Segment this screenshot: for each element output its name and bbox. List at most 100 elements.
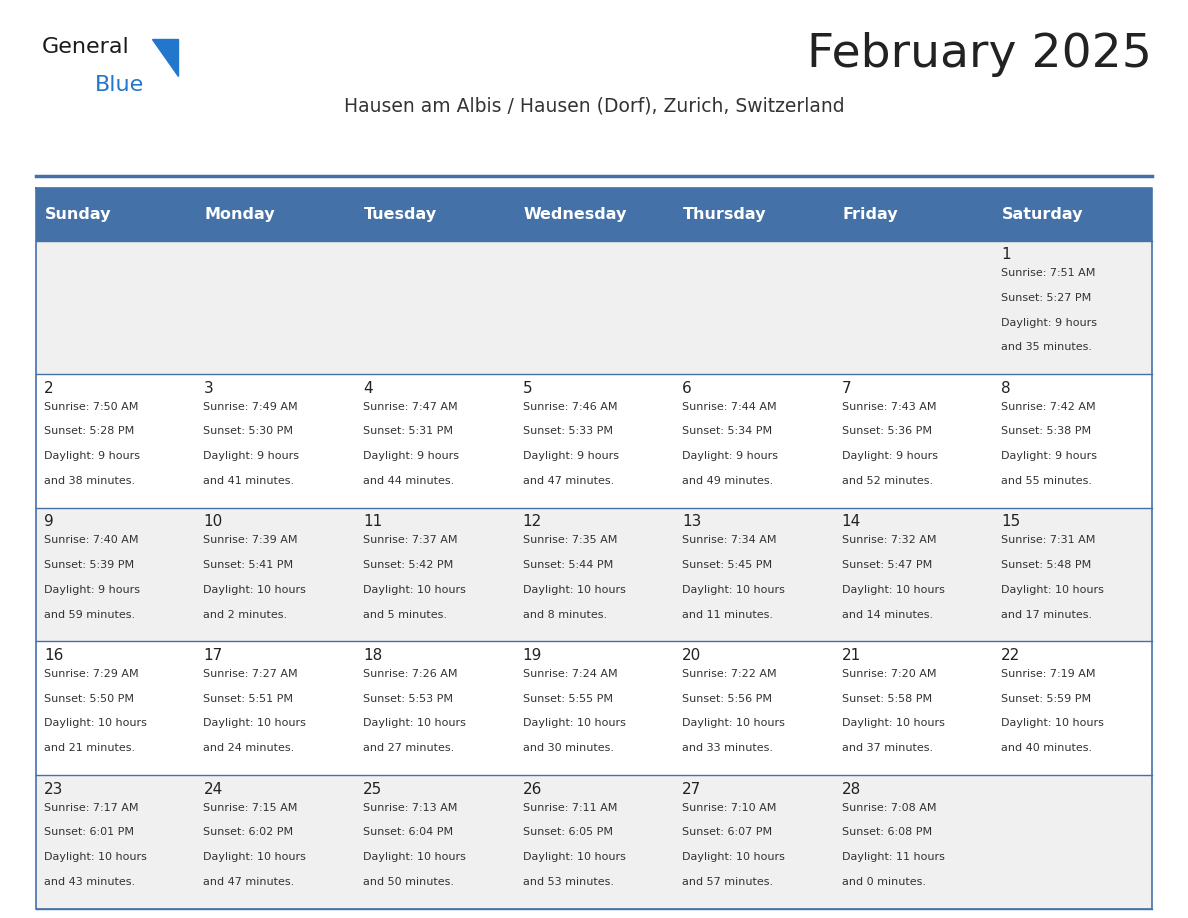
FancyBboxPatch shape (833, 508, 993, 642)
Text: Daylight: 10 hours: Daylight: 10 hours (682, 852, 785, 862)
Text: and 14 minutes.: and 14 minutes. (841, 610, 933, 620)
Text: Daylight: 10 hours: Daylight: 10 hours (841, 719, 944, 729)
Text: Sunrise: 7:32 AM: Sunrise: 7:32 AM (841, 535, 936, 545)
Text: Daylight: 10 hours: Daylight: 10 hours (523, 719, 625, 729)
Text: Daylight: 10 hours: Daylight: 10 hours (682, 585, 785, 595)
Text: and 21 minutes.: and 21 minutes. (44, 744, 135, 754)
Text: Daylight: 9 hours: Daylight: 9 hours (364, 451, 459, 461)
Text: 11: 11 (364, 514, 383, 530)
Text: Daylight: 10 hours: Daylight: 10 hours (44, 719, 147, 729)
Text: and 57 minutes.: and 57 minutes. (682, 877, 773, 887)
FancyBboxPatch shape (993, 188, 1152, 241)
Text: Daylight: 10 hours: Daylight: 10 hours (44, 852, 147, 862)
FancyBboxPatch shape (674, 508, 833, 642)
FancyBboxPatch shape (36, 642, 195, 775)
Text: and 33 minutes.: and 33 minutes. (682, 744, 773, 754)
Text: Sunrise: 7:08 AM: Sunrise: 7:08 AM (841, 802, 936, 812)
Text: Daylight: 9 hours: Daylight: 9 hours (44, 585, 140, 595)
Text: Sunset: 5:41 PM: Sunset: 5:41 PM (203, 560, 293, 570)
Text: Wednesday: Wednesday (524, 207, 627, 222)
FancyBboxPatch shape (36, 241, 195, 375)
Text: Sunset: 5:27 PM: Sunset: 5:27 PM (1001, 293, 1092, 303)
Text: and 37 minutes.: and 37 minutes. (841, 744, 933, 754)
Text: 6: 6 (682, 381, 691, 396)
Text: Thursday: Thursday (683, 207, 766, 222)
Text: and 11 minutes.: and 11 minutes. (682, 610, 773, 620)
Text: Hausen am Albis / Hausen (Dorf), Zurich, Switzerland: Hausen am Albis / Hausen (Dorf), Zurich,… (343, 96, 845, 116)
Text: Sunrise: 7:37 AM: Sunrise: 7:37 AM (364, 535, 457, 545)
Text: and 40 minutes.: and 40 minutes. (1001, 744, 1092, 754)
Text: Sunrise: 7:17 AM: Sunrise: 7:17 AM (44, 802, 139, 812)
Polygon shape (152, 39, 178, 76)
Text: 22: 22 (1001, 648, 1020, 663)
Text: Sunrise: 7:26 AM: Sunrise: 7:26 AM (364, 669, 457, 679)
Text: and 24 minutes.: and 24 minutes. (203, 744, 295, 754)
FancyBboxPatch shape (833, 775, 993, 909)
Text: Daylight: 10 hours: Daylight: 10 hours (203, 585, 307, 595)
Text: 16: 16 (44, 648, 63, 663)
Text: Sunrise: 7:39 AM: Sunrise: 7:39 AM (203, 535, 298, 545)
Text: and 47 minutes.: and 47 minutes. (523, 476, 614, 486)
Text: Sunset: 6:04 PM: Sunset: 6:04 PM (364, 827, 453, 837)
FancyBboxPatch shape (36, 375, 195, 508)
FancyBboxPatch shape (833, 375, 993, 508)
Text: and 0 minutes.: and 0 minutes. (841, 877, 925, 887)
Text: Sunset: 6:01 PM: Sunset: 6:01 PM (44, 827, 134, 837)
Text: and 50 minutes.: and 50 minutes. (364, 877, 454, 887)
Text: Sunset: 5:31 PM: Sunset: 5:31 PM (364, 427, 453, 436)
Text: and 41 minutes.: and 41 minutes. (203, 476, 295, 486)
Text: Sunset: 5:58 PM: Sunset: 5:58 PM (841, 694, 931, 704)
FancyBboxPatch shape (993, 508, 1152, 642)
Text: 15: 15 (1001, 514, 1020, 530)
Text: Sunrise: 7:10 AM: Sunrise: 7:10 AM (682, 802, 777, 812)
Text: and 55 minutes.: and 55 minutes. (1001, 476, 1092, 486)
Text: Sunset: 5:48 PM: Sunset: 5:48 PM (1001, 560, 1092, 570)
Text: Sunset: 5:50 PM: Sunset: 5:50 PM (44, 694, 134, 704)
Text: and 27 minutes.: and 27 minutes. (364, 744, 454, 754)
Text: and 38 minutes.: and 38 minutes. (44, 476, 135, 486)
Text: Sunset: 5:59 PM: Sunset: 5:59 PM (1001, 694, 1092, 704)
FancyBboxPatch shape (36, 188, 195, 241)
Text: Sunset: 5:55 PM: Sunset: 5:55 PM (523, 694, 613, 704)
Text: Sunrise: 7:44 AM: Sunrise: 7:44 AM (682, 402, 777, 411)
FancyBboxPatch shape (514, 508, 674, 642)
FancyBboxPatch shape (355, 375, 514, 508)
Text: Sunrise: 7:47 AM: Sunrise: 7:47 AM (364, 402, 457, 411)
FancyBboxPatch shape (36, 775, 195, 909)
FancyBboxPatch shape (195, 241, 355, 375)
FancyBboxPatch shape (674, 642, 833, 775)
Text: Sunset: 5:36 PM: Sunset: 5:36 PM (841, 427, 931, 436)
FancyBboxPatch shape (833, 241, 993, 375)
Text: Daylight: 10 hours: Daylight: 10 hours (364, 852, 466, 862)
Text: Monday: Monday (204, 207, 276, 222)
Text: Daylight: 9 hours: Daylight: 9 hours (1001, 451, 1098, 461)
Text: Sunrise: 7:19 AM: Sunrise: 7:19 AM (1001, 669, 1095, 679)
Text: and 47 minutes.: and 47 minutes. (203, 877, 295, 887)
Text: 1: 1 (1001, 247, 1011, 262)
Text: Sunset: 5:39 PM: Sunset: 5:39 PM (44, 560, 134, 570)
Text: 8: 8 (1001, 381, 1011, 396)
Text: Daylight: 9 hours: Daylight: 9 hours (44, 451, 140, 461)
FancyBboxPatch shape (514, 642, 674, 775)
FancyBboxPatch shape (195, 375, 355, 508)
Text: 21: 21 (841, 648, 861, 663)
Text: Sunrise: 7:11 AM: Sunrise: 7:11 AM (523, 802, 617, 812)
Text: and 49 minutes.: and 49 minutes. (682, 476, 773, 486)
Text: 9: 9 (44, 514, 53, 530)
Text: and 8 minutes.: and 8 minutes. (523, 610, 607, 620)
Text: Sunrise: 7:27 AM: Sunrise: 7:27 AM (203, 669, 298, 679)
Text: Daylight: 9 hours: Daylight: 9 hours (203, 451, 299, 461)
FancyBboxPatch shape (355, 508, 514, 642)
FancyBboxPatch shape (36, 508, 195, 642)
Text: Sunset: 5:44 PM: Sunset: 5:44 PM (523, 560, 613, 570)
Text: and 52 minutes.: and 52 minutes. (841, 476, 933, 486)
Text: 12: 12 (523, 514, 542, 530)
Text: Daylight: 10 hours: Daylight: 10 hours (523, 852, 625, 862)
Text: 2: 2 (44, 381, 53, 396)
Text: Sunrise: 7:20 AM: Sunrise: 7:20 AM (841, 669, 936, 679)
Text: Sunrise: 7:22 AM: Sunrise: 7:22 AM (682, 669, 777, 679)
Text: and 59 minutes.: and 59 minutes. (44, 610, 135, 620)
Text: and 35 minutes.: and 35 minutes. (1001, 342, 1092, 353)
Text: Sunset: 6:08 PM: Sunset: 6:08 PM (841, 827, 931, 837)
Text: Sunday: Sunday (45, 207, 112, 222)
